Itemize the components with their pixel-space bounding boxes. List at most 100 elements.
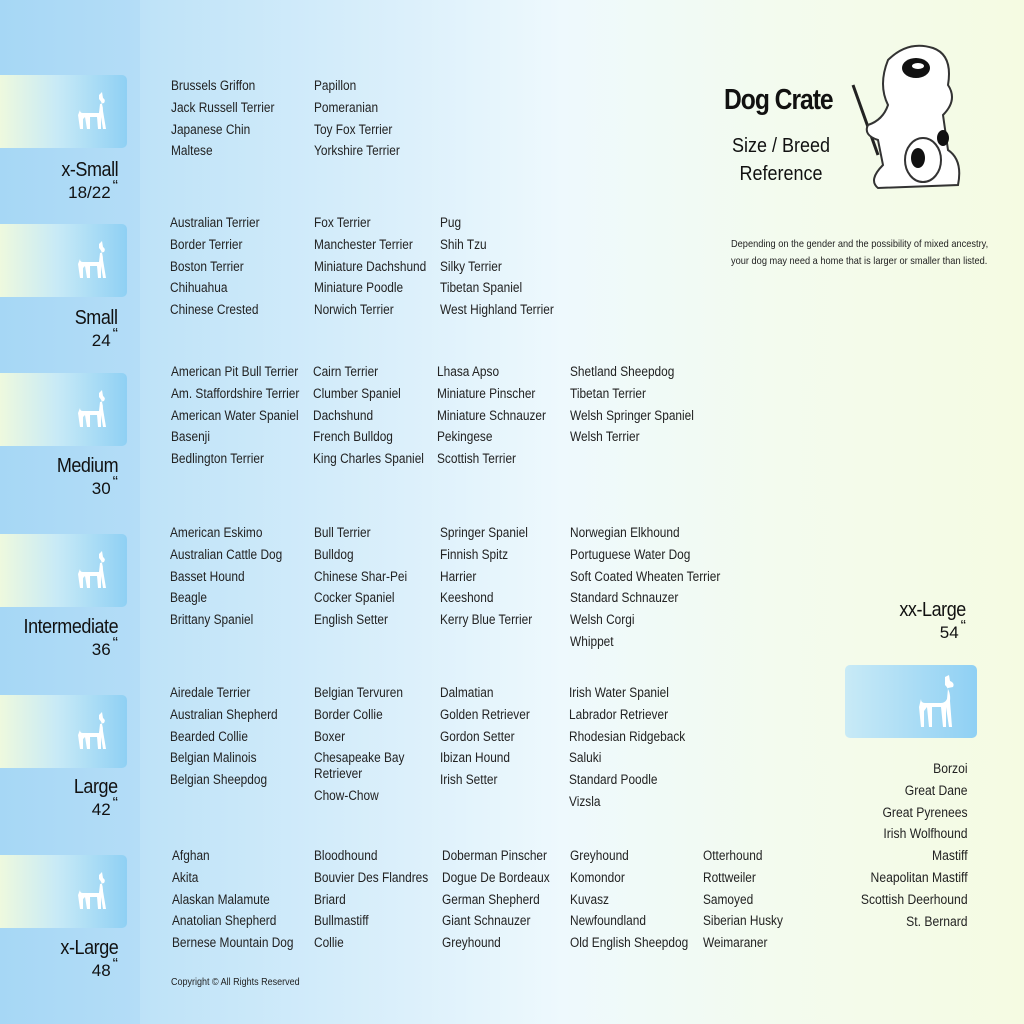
spaniel-silhouette-icon (78, 551, 106, 588)
breed-item: Shih Tzu (440, 236, 487, 252)
size-inches: 42 “ (69, 796, 118, 821)
breed-item: Briard (314, 891, 346, 907)
breed-item: West Highland Terrier (440, 302, 554, 318)
breed-item: Miniature Pinscher (437, 385, 536, 401)
size-label-large: Large 42 “ (69, 775, 118, 821)
breed-column: Norwegian Elkhound Portuguese Water Dog So… (570, 522, 720, 653)
size-name: Medium (56, 455, 119, 477)
breed-column: Dalmatian Golden Retriever Gordon Setter Ib… (440, 682, 530, 791)
breed-item: Boxer (314, 728, 346, 744)
disclaimer-note: Depending on the gender and the possibil… (731, 236, 988, 270)
shih-tzu-silhouette-icon (78, 241, 106, 278)
breed-item: Otterhound (703, 848, 763, 863)
husky-silhouette-icon (78, 872, 106, 909)
breed-item: Miniature Dachshund (314, 258, 427, 274)
breed-item: Manchester Terrier (314, 236, 413, 252)
breed-item: English Setter (314, 612, 388, 628)
breed-item: Irish Setter (440, 772, 498, 788)
breed-item: American Pit Bull Terrier (171, 364, 299, 379)
breed-item: Samoyed (703, 891, 754, 907)
breed-item: Belgian Sheepdog (170, 772, 268, 788)
size-value: 36 (91, 640, 111, 659)
breed-item: Great Dane (905, 782, 968, 798)
breed-item: Fox Terrier (314, 215, 371, 230)
breed-column: Springer Spaniel Finnish Spitz Harrier Kees… (440, 522, 532, 631)
breed-item: Pekingese (437, 429, 493, 445)
size-value: 48 (91, 961, 111, 980)
left-strip (0, 0, 140, 1024)
breed-column: Brussels Griffon Jack Russell Terrier Japa… (171, 75, 274, 162)
breed-item: Greyhound (442, 935, 501, 951)
breed-column: Doberman Pinscher Dogue De Bordeaux German… (442, 845, 550, 954)
size-name: x-Small (61, 159, 118, 181)
size-name: Small (75, 307, 118, 329)
breed-item: French Bulldog (313, 429, 393, 445)
breed-item: Basset Hound (170, 568, 245, 584)
breed-item: Clumber Spaniel (313, 385, 401, 401)
breed-item: Standard Poodle (569, 772, 658, 788)
breed-column: Greyhound Komondor Kuvasz Newfoundland Old E… (570, 845, 688, 954)
breed-item: Shetland Sheepdog (570, 364, 675, 379)
terrier-silhouette-icon (78, 390, 106, 427)
size-tile-large (0, 695, 127, 768)
breed-item: Chow-Chow (314, 788, 379, 804)
breed-item: Pug (440, 215, 462, 230)
breed-item: Miniature Poodle (314, 280, 404, 296)
breed-item: Bull Terrier (314, 525, 371, 540)
breed-item: Am. Staffordshire Terrier (171, 385, 300, 401)
breed-column: Shetland Sheepdog Tibetan Terrier Welsh Sp… (570, 361, 694, 448)
breed-item: Papillon (314, 78, 357, 93)
breed-item: Golden Retriever (440, 706, 530, 722)
breed-item: Bearded Collie (170, 728, 248, 744)
breed-item: Collie (314, 935, 344, 951)
inch-mark: “ (112, 474, 118, 492)
breed-item: Australian Cattle Dog (170, 546, 283, 562)
breed-column: Fox Terrier Manchester Terrier Miniature D… (314, 212, 426, 321)
size-label-xx-large: xx-Large 54 “ (892, 598, 967, 644)
breed-item: Cocker Spaniel (314, 590, 395, 606)
breed-item: Jack Russell Terrier (171, 99, 275, 115)
breed-item: Belgian Tervuren (314, 685, 403, 700)
note-line: your dog may need a home that is larger … (731, 255, 988, 267)
breed-column: Lhasa Apso Miniature Pinscher Miniature Sc… (437, 361, 546, 470)
breed-item: American Eskimo (170, 525, 263, 540)
breed-item: Cairn Terrier (313, 364, 379, 379)
breed-item: Yorkshire Terrier (314, 143, 400, 159)
breed-item: Welsh Corgi (570, 612, 635, 628)
breed-item: Welsh Springer Spaniel (570, 407, 694, 423)
page-title: Dog Crate (724, 84, 834, 116)
breed-item: Norwegian Elkhound (570, 525, 680, 540)
breed-column: Afghan Akita Alaskan Malamute Anatolian She… (172, 845, 294, 954)
breed-item: Brussels Griffon (171, 78, 256, 93)
breed-item: Lhasa Apso (437, 364, 500, 379)
breed-item: Vizsla (569, 793, 601, 809)
breed-column: Cairn Terrier Clumber Spaniel Dachshund Fre… (313, 361, 424, 470)
breed-item: Maltese (171, 143, 213, 159)
breed-item: Siberian Husky (703, 913, 783, 929)
breed-item: Afghan (172, 848, 210, 863)
size-value: 18/22 (68, 183, 111, 202)
breed-column: American Eskimo Australian Cattle Dog Bass… (170, 522, 282, 631)
breed-item: Chinese Crested (170, 302, 259, 318)
breed-item: Weimaraner (703, 935, 768, 951)
size-value: 24 (91, 331, 111, 350)
breed-column: American Pit Bull Terrier Am. Staffordshi… (171, 361, 299, 470)
breed-item: Border Collie (314, 706, 383, 722)
breed-item: American Water Spaniel (171, 407, 299, 423)
inch-mark: “ (112, 956, 118, 974)
breed-item: Border Terrier (170, 236, 243, 252)
breed-item: Anatolian Shepherd (172, 913, 277, 929)
size-name: x-Large (60, 937, 118, 959)
breed-item: Kuvasz (570, 891, 609, 907)
breed-column: Papillon Pomeranian Toy Fox Terrier Yorkshi… (314, 75, 400, 162)
breed-item: Mastiff (932, 848, 968, 864)
size-inches: 18/22 “ (55, 179, 118, 204)
inch-mark: “ (112, 326, 118, 344)
breed-item: Australian Shepherd (170, 706, 278, 722)
size-inches: 24 “ (70, 327, 118, 352)
sheepdog-mascot-icon (851, 44, 961, 190)
size-inches: 36 “ (13, 636, 118, 661)
breed-item: Miniature Schnauzer (437, 407, 546, 423)
size-tile-small (0, 224, 127, 297)
breed-item: Rhodesian Ridgeback (569, 728, 686, 744)
